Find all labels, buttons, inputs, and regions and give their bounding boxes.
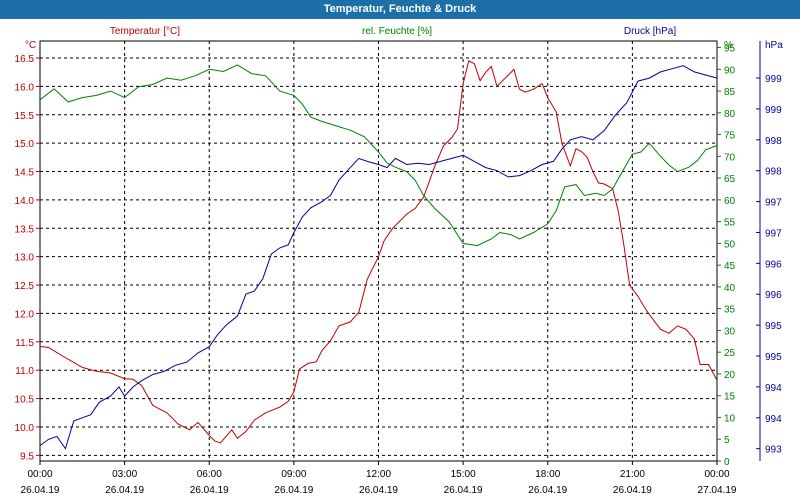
date-tick-label: 26.04.19 — [190, 485, 229, 496]
humidity-tick-label: 90 — [724, 65, 736, 76]
chart-background — [0, 19, 800, 500]
humidity-series-line — [39, 64, 718, 247]
humidity-tick-label: 15 — [724, 392, 736, 403]
humidity-axis: 0 5 10 15 20 25 30 35 40 45 50 55 60 65 70 75 80 85 90 95% — [717, 40, 736, 468]
time-tick-label: 00:00 — [704, 469, 729, 480]
date-tick-label: 26.04.19 — [274, 485, 313, 496]
date-tick-label: 26.04.19 — [528, 485, 567, 496]
pressure-tick-label: 995 — [765, 352, 782, 363]
temperature-unit-label: °C — [25, 40, 36, 51]
time-tick-label: 15:00 — [451, 469, 476, 480]
temperature-tick-label: 9.5 — [20, 451, 34, 462]
pressure-tick-label: 999 — [765, 105, 782, 116]
humidity-tick-label: 5 — [724, 435, 730, 446]
pressure-tick-label: 998 — [765, 136, 782, 147]
legend-pressure: Druck [hPa] — [624, 26, 676, 37]
time-axis: 00:00 26.04.19 03:00 26.04.19 06:00 26.04.19 0… — [21, 461, 737, 496]
date-tick-label: 26.04.19 — [21, 485, 60, 496]
humidity-tick-label: 95 — [724, 44, 736, 55]
time-tick-label: 06:00 — [197, 469, 222, 480]
humidity-tick-label: 85 — [724, 87, 736, 98]
temperature-tick-label: 15.5 — [15, 111, 35, 122]
humidity-tick-label: 45 — [724, 261, 736, 272]
temperature-tick-label: 13.0 — [15, 253, 35, 264]
pressure-tick-label: 994 — [765, 383, 782, 394]
humidity-tick-label: 80 — [724, 109, 736, 120]
humidity-tick-label: 25 — [724, 348, 736, 359]
pressure-axis: 993 994 994 995 995 996 996 997 997 998 998 999 999 — [756, 41, 782, 461]
humidity-tick-label: 10 — [724, 413, 736, 424]
temperature-tick-label: 13.5 — [15, 224, 35, 235]
temperature-series-line — [39, 60, 718, 444]
temperature-tick-label: 12.5 — [15, 281, 35, 292]
legend-humidity: rel. Feuchte [%] — [362, 26, 432, 37]
humidity-tick-label: 60 — [724, 196, 736, 207]
pressure-tick-label: 999 — [765, 74, 782, 85]
humidity-tick-label: 75 — [724, 131, 736, 142]
grid — [40, 41, 717, 461]
pressure-tick-label: 995 — [765, 321, 782, 332]
date-tick-label: 27.04.19 — [698, 485, 737, 496]
time-tick-label: 21:00 — [620, 469, 645, 480]
date-tick-label: 26.04.19 — [359, 485, 398, 496]
time-tick-label: 18:00 — [535, 469, 560, 480]
date-tick-label: 26.04.19 — [613, 485, 652, 496]
humidity-tick-label: 55 — [724, 218, 736, 229]
chart: Temperatur [°C] rel. Feuchte [%] Druck [… — [0, 19, 800, 500]
pressure-tick-label: 994 — [765, 414, 782, 425]
temperature-tick-label: 14.0 — [15, 196, 35, 207]
temperature-tick-label: 11.5 — [15, 338, 34, 349]
temperature-tick-label: 14.5 — [15, 168, 35, 179]
time-tick-label: 12:00 — [366, 469, 391, 480]
pressure-tick-label: 997 — [765, 228, 782, 239]
date-tick-label: 26.04.19 — [105, 485, 144, 496]
pressure-tick-label: 997 — [765, 198, 782, 209]
legend-temperature: Temperatur [°C] — [110, 26, 180, 37]
temperature-tick-label: 15.0 — [15, 139, 35, 150]
humidity-tick-label: 50 — [724, 239, 736, 250]
pressure-series-line — [39, 65, 718, 450]
pressure-tick-label: 998 — [765, 167, 782, 178]
temperature-tick-label: 10.5 — [15, 395, 35, 406]
temperature-axis: 9.5 10.0 10.5 11.0 11.5 12.0 12.5 13.0 13.5 14.0 1… — [15, 54, 40, 462]
humidity-unit-label: % — [724, 40, 733, 51]
time-tick-label: 00:00 — [27, 469, 52, 480]
humidity-tick-label: 35 — [724, 305, 736, 316]
humidity-tick-label: 0 — [724, 457, 730, 468]
pressure-tick-label: 993 — [765, 445, 782, 456]
pressure-tick-label: 996 — [765, 290, 782, 301]
series-group — [39, 60, 718, 450]
humidity-tick-label: 20 — [724, 370, 736, 381]
pressure-unit-label: hPa — [765, 40, 783, 51]
temperature-tick-label: 12.0 — [15, 309, 35, 320]
humidity-tick-label: 40 — [724, 283, 736, 294]
time-tick-label: 09:00 — [281, 469, 306, 480]
humidity-tick-label: 30 — [724, 326, 736, 337]
temperature-tick-label: 16.5 — [15, 54, 35, 65]
humidity-tick-label: 65 — [724, 174, 736, 185]
pressure-tick-label: 996 — [765, 259, 782, 270]
time-tick-label: 03:00 — [112, 469, 137, 480]
humidity-tick-label: 70 — [724, 152, 736, 163]
window-title: Temperatur, Feuchte & Druck — [0, 0, 800, 19]
temperature-tick-label: 10.0 — [15, 423, 35, 434]
temperature-tick-label: 11.0 — [15, 366, 34, 377]
temperature-tick-label: 16.0 — [15, 82, 35, 93]
date-tick-label: 26.04.19 — [444, 485, 483, 496]
